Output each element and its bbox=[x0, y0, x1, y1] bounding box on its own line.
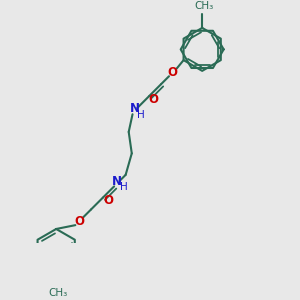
Text: CH₃: CH₃ bbox=[194, 2, 213, 11]
Text: N: N bbox=[112, 175, 122, 188]
Text: O: O bbox=[168, 66, 178, 79]
Text: H: H bbox=[137, 110, 145, 120]
Text: H: H bbox=[120, 182, 128, 192]
Text: N: N bbox=[130, 102, 140, 116]
Text: O: O bbox=[103, 194, 113, 207]
Text: CH₃: CH₃ bbox=[48, 288, 67, 298]
Text: O: O bbox=[148, 93, 158, 106]
Text: O: O bbox=[74, 215, 84, 228]
